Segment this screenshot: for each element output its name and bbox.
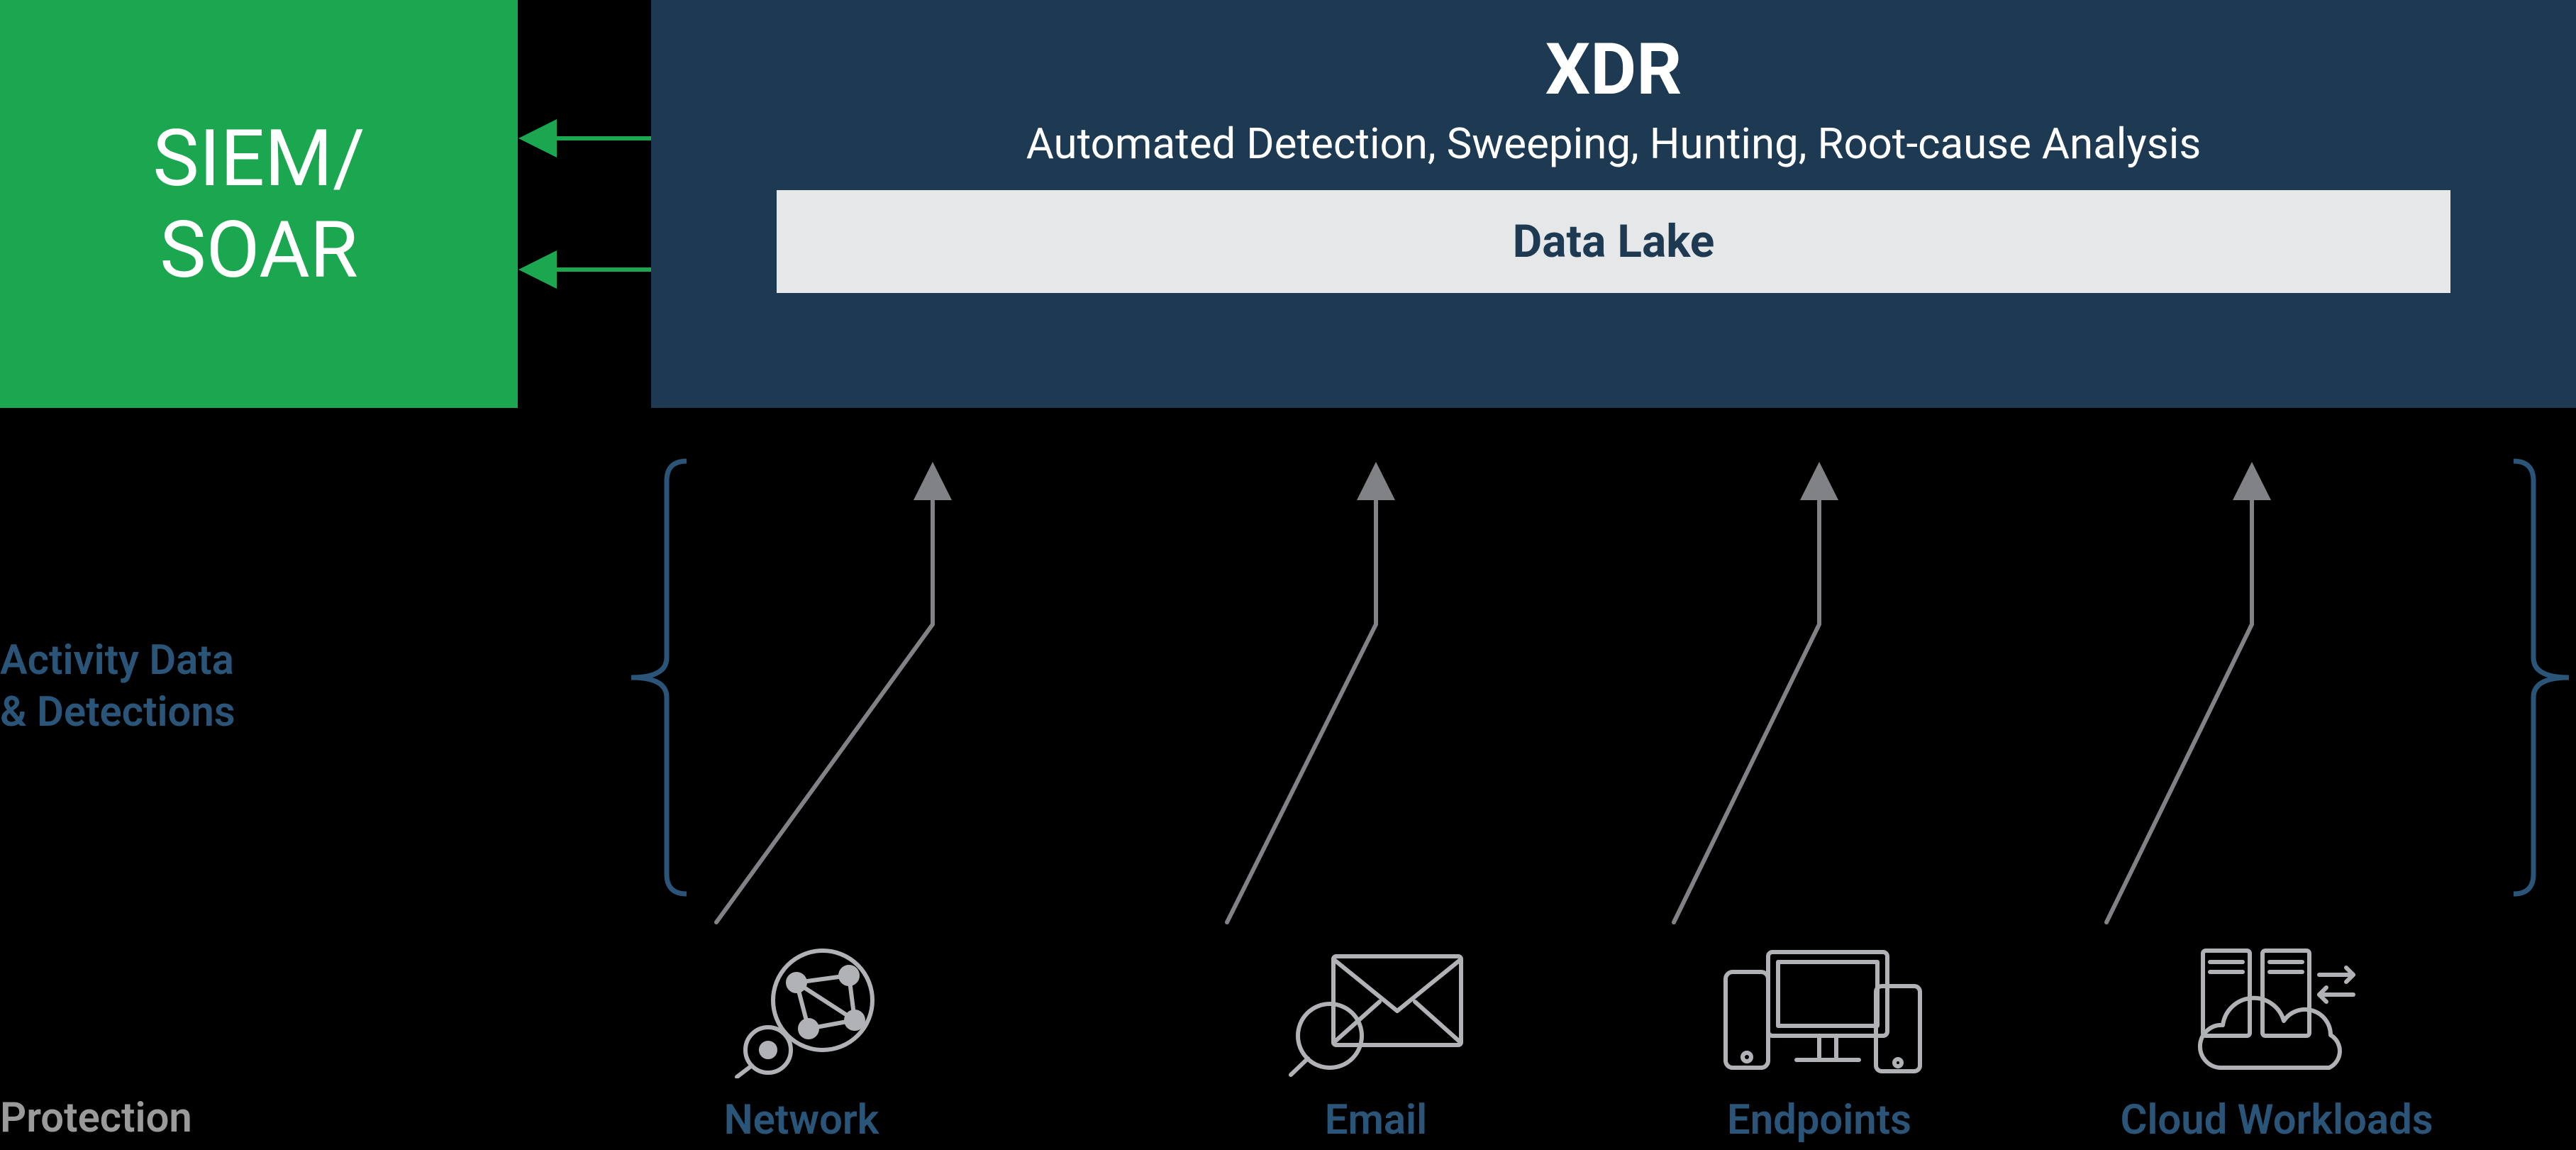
cloud-icon <box>2177 944 2376 1078</box>
siem-label-line2: SOAR <box>160 204 357 296</box>
data-lake-box: Data Lake <box>777 190 2450 293</box>
network-icon <box>713 944 890 1078</box>
source-label-cloud: Cloud Workloads <box>2064 1096 2489 1144</box>
endpoints-icon <box>1713 944 1926 1078</box>
data-lake-label: Data Lake <box>1513 215 1715 268</box>
xdr-subtitle: Automated Detection, Sweeping, Hunting, … <box>1026 118 2202 169</box>
xdr-box: XDR Automated Detection, Sweeping, Hunti… <box>651 0 2576 408</box>
activity-data-label: Activity Data & Detections <box>0 635 235 738</box>
siem-label-line1: SIEM/ <box>152 113 365 204</box>
siem-soar-box: SIEM/ SOAR <box>0 0 518 408</box>
source-label-email: Email <box>1163 1096 1589 1144</box>
source-label-network: Network <box>589 1096 1014 1144</box>
xdr-title: XDR <box>1545 28 1682 111</box>
email-icon <box>1284 944 1468 1078</box>
protection-label: Protection <box>0 1093 192 1144</box>
source-label-endpoints: Endpoints <box>1606 1096 2032 1144</box>
